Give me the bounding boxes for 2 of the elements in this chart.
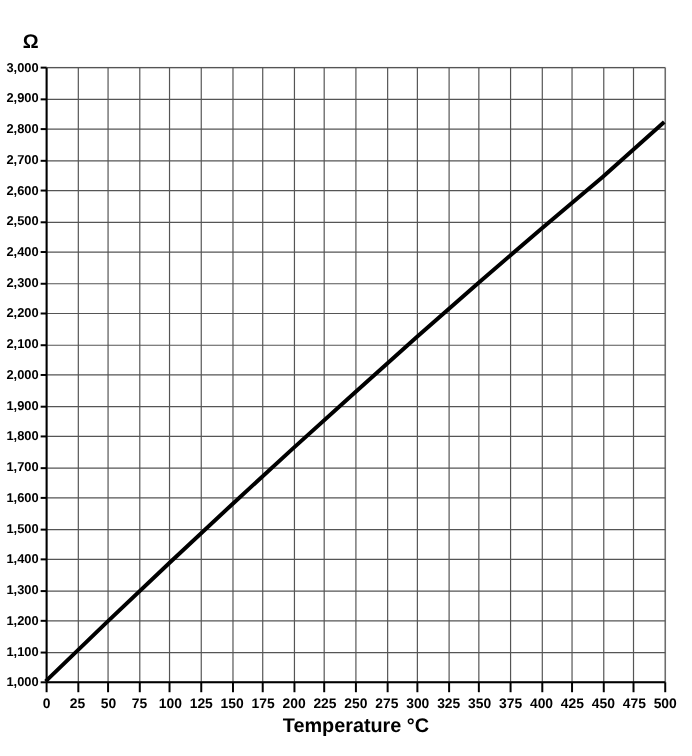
y-axis-title: Ω — [22, 31, 39, 54]
x-axis-title: Temperature °C — [282, 715, 430, 738]
